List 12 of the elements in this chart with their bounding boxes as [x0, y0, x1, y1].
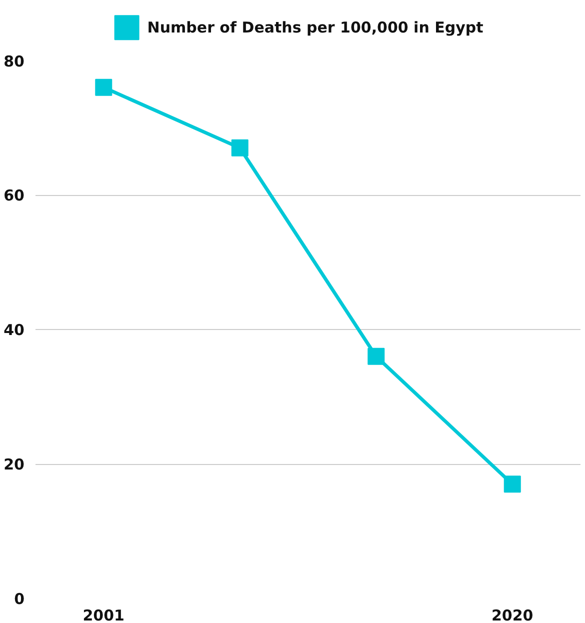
point: [368, 348, 385, 365]
legend-label: Number of Deaths per 100,000 in Egypt: [147, 18, 484, 37]
y-tick-label: 80: [4, 52, 24, 70]
y-tick-label: 0: [14, 590, 24, 608]
x-tick-label: 2020: [492, 606, 534, 623]
point: [231, 139, 248, 156]
y-tick-label: 60: [4, 186, 24, 204]
y-tick-label: 40: [4, 321, 24, 339]
point: [504, 476, 521, 493]
y-tick-label: 20: [4, 456, 24, 474]
point: [95, 78, 112, 96]
x-tick-label: 2001: [82, 606, 124, 623]
